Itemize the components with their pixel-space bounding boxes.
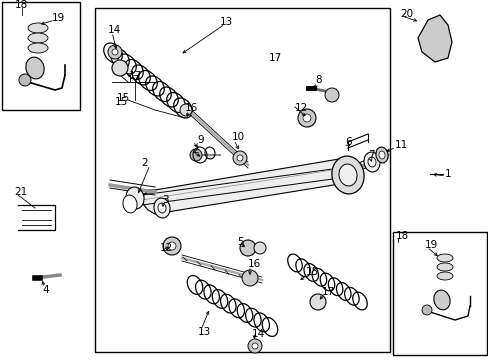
Text: 20: 20: [399, 9, 412, 19]
Circle shape: [190, 149, 202, 161]
Text: 21: 21: [14, 187, 27, 197]
Text: 18: 18: [395, 231, 408, 241]
Circle shape: [240, 240, 256, 256]
Ellipse shape: [122, 195, 137, 213]
Text: 19: 19: [52, 13, 65, 23]
Ellipse shape: [158, 203, 166, 213]
Ellipse shape: [26, 57, 44, 79]
Circle shape: [168, 242, 176, 250]
Text: 15: 15: [305, 267, 319, 277]
Text: 15: 15: [115, 97, 128, 107]
Text: 18: 18: [15, 0, 28, 10]
Polygon shape: [140, 158, 359, 214]
Text: 17: 17: [321, 287, 335, 297]
Ellipse shape: [331, 156, 364, 194]
Text: 16: 16: [184, 103, 198, 113]
Polygon shape: [417, 15, 451, 62]
Ellipse shape: [436, 254, 452, 262]
Circle shape: [251, 343, 258, 349]
Text: 11: 11: [394, 140, 407, 150]
Circle shape: [237, 155, 243, 161]
Circle shape: [163, 237, 181, 255]
Text: 16: 16: [247, 259, 261, 269]
Ellipse shape: [436, 272, 452, 280]
Text: 15: 15: [117, 93, 130, 103]
Text: 13: 13: [198, 327, 211, 337]
Ellipse shape: [154, 198, 170, 218]
Ellipse shape: [28, 23, 48, 33]
Ellipse shape: [126, 187, 144, 209]
Circle shape: [242, 270, 258, 286]
Text: 8: 8: [314, 75, 321, 85]
Bar: [392, 232, 486, 355]
Text: 10: 10: [231, 132, 244, 142]
Ellipse shape: [375, 147, 387, 163]
Circle shape: [325, 88, 338, 102]
Text: 17: 17: [268, 53, 282, 63]
Circle shape: [309, 294, 325, 310]
Text: 7: 7: [367, 150, 374, 160]
Circle shape: [303, 114, 310, 122]
Text: 14: 14: [108, 25, 121, 35]
Text: 4: 4: [42, 285, 48, 295]
Text: 17: 17: [126, 75, 140, 85]
Bar: [2, 2, 80, 110]
Ellipse shape: [338, 164, 356, 186]
Text: 5: 5: [237, 237, 243, 247]
Circle shape: [421, 305, 431, 315]
Circle shape: [232, 151, 246, 165]
Ellipse shape: [28, 33, 48, 43]
Ellipse shape: [363, 152, 379, 172]
Text: 3: 3: [162, 195, 168, 205]
Ellipse shape: [367, 157, 375, 167]
Circle shape: [112, 49, 118, 55]
Text: 1: 1: [444, 169, 451, 179]
Circle shape: [247, 339, 262, 353]
Text: 13: 13: [220, 17, 233, 27]
Text: 19: 19: [424, 240, 437, 250]
Text: 14: 14: [251, 329, 264, 339]
Text: 12: 12: [160, 243, 173, 253]
Text: 12: 12: [294, 103, 307, 113]
Circle shape: [112, 60, 128, 76]
Text: 6: 6: [345, 137, 351, 147]
Ellipse shape: [378, 151, 384, 159]
Text: 2: 2: [141, 158, 148, 168]
Circle shape: [253, 242, 265, 254]
Ellipse shape: [433, 290, 449, 310]
Ellipse shape: [28, 43, 48, 53]
Circle shape: [297, 109, 315, 127]
Ellipse shape: [436, 263, 452, 271]
Bar: [95, 8, 389, 352]
Circle shape: [108, 45, 122, 59]
Text: 9: 9: [197, 135, 203, 145]
Text: 17: 17: [128, 71, 142, 81]
Circle shape: [180, 104, 192, 116]
Circle shape: [19, 74, 31, 86]
Text: 2: 2: [192, 145, 198, 155]
